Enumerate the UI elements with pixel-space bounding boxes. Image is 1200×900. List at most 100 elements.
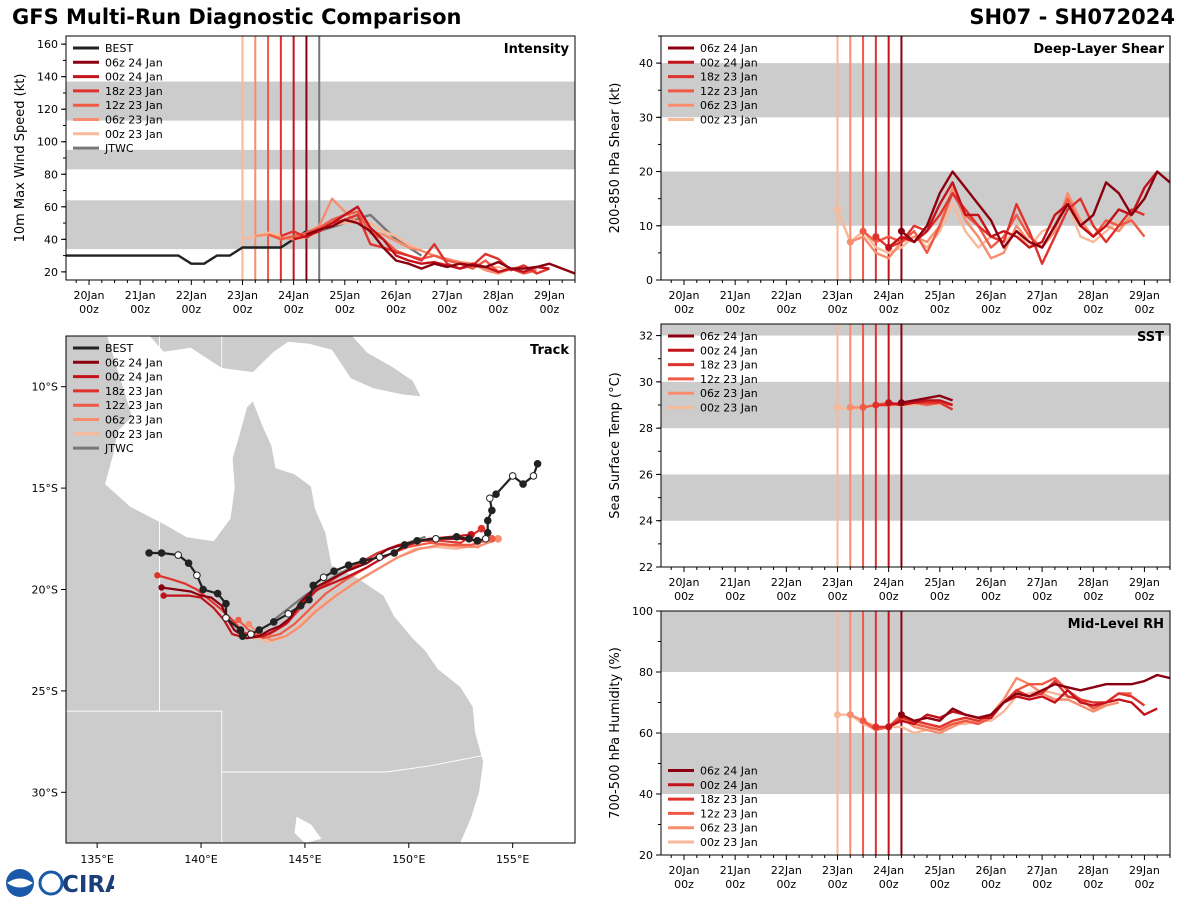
legend-label-06z-24-jan: 06z 24 Jan — [105, 56, 163, 69]
legend-label-06z-23-jan: 06z 23 Jan — [700, 99, 758, 112]
sst-series-00z-23-jan-start-point — [833, 403, 841, 411]
intensity-series-06z-24-jan — [305, 218, 575, 275]
track-best-line — [149, 463, 539, 638]
legend-label-00z-24-jan: 00z 24 Jan — [700, 56, 758, 69]
track-start-12z-23-jan — [488, 535, 496, 543]
track-best-point — [174, 551, 182, 559]
rh-band-1 — [661, 611, 1170, 672]
shear-xtick-hour: 00z — [1032, 303, 1052, 316]
track-best-point — [247, 630, 255, 638]
rh-xtick-hour: 00z — [1135, 878, 1155, 891]
legend-label-06z-24-jan: 06z 24 Jan — [700, 330, 758, 343]
track-best-point — [473, 537, 482, 545]
cira-text: CIRA — [62, 872, 114, 898]
legend-label-best: BEST — [105, 42, 133, 55]
intensity-ylabel: 10m Max Wind Speed (kt) — [13, 74, 28, 243]
intensity-xtick-hour: 00z — [437, 303, 457, 316]
shear-series-00z-23-jan — [836, 202, 1120, 255]
sst-xtick-date: 25Jan — [924, 576, 955, 589]
shear-series-00z-23-jan-start-point — [833, 206, 841, 214]
rh-xtick-hour: 00z — [1083, 878, 1103, 891]
shear-xtick-hour: 00z — [674, 303, 694, 316]
shear-xtick-date: 26Jan — [975, 289, 1006, 302]
shear-ylabel: 200-850 hPa Shear (kt) — [608, 83, 623, 234]
rh-xtick-hour: 00z — [879, 878, 899, 891]
legend-label-18z-23-jan: 18z 23 Jan — [700, 793, 758, 806]
rh-xtick-date: 27Jan — [1027, 864, 1058, 877]
intensity-xtick-hour: 00z — [233, 303, 253, 316]
sst-band-0 — [661, 474, 1170, 521]
track-best-point — [413, 537, 421, 545]
sst-xtick-date: 22Jan — [771, 576, 802, 589]
sst-xtick-hour: 00z — [1032, 590, 1052, 603]
cira-ring-icon — [38, 870, 64, 896]
track-end-06z-24-jan — [158, 584, 165, 591]
track-best-point — [269, 618, 278, 626]
rh-plot-area — [661, 611, 1170, 855]
intensity-xtick-date: 25Jan — [329, 289, 360, 302]
track-best-point — [465, 535, 473, 543]
legend-label-12z-23-jan: 12z 23 Jan — [105, 99, 163, 112]
shear-title: Deep-Layer Shear — [1033, 42, 1164, 57]
sst-series-18z-23-jan-start-point — [872, 401, 880, 409]
rh-xtick-date: 26Jan — [975, 864, 1006, 877]
rh-xtick-hour: 00z — [776, 878, 796, 891]
shear-xtick-date: 28Jan — [1078, 289, 1109, 302]
sst-ytick-label: 24 — [639, 515, 653, 528]
rh-xtick-date: 20Jan — [669, 864, 700, 877]
sst-xtick-hour: 00z — [981, 590, 1001, 603]
shear-xtick-hour: 00z — [828, 303, 848, 316]
shear-ytick-label: 40 — [639, 57, 653, 70]
sst-xtick-date: 28Jan — [1078, 576, 1109, 589]
shear-series-12z-23-jan-start-point — [859, 227, 867, 235]
sst-xtick-date: 27Jan — [1027, 576, 1058, 589]
sst-series-06z-24-jan-start-point — [897, 399, 905, 407]
track-plot-area — [66, 336, 542, 843]
shear-xtick-date: 23Jan — [822, 289, 853, 302]
track-best-point — [199, 585, 207, 594]
track-best-point — [255, 626, 264, 634]
sst-band-2 — [661, 324, 1170, 336]
rh-series-00z-24-jan — [888, 689, 1158, 728]
rh-xtick-date: 28Jan — [1078, 864, 1109, 877]
sst-xtick-hour: 00z — [725, 590, 745, 603]
legend-label-06z-23-jan: 06z 23 Jan — [700, 822, 758, 835]
sst-series-00z-24-jan-start-point — [885, 399, 893, 407]
sst-ytick-label: 22 — [639, 561, 653, 574]
intensity-ytick-label: 140 — [37, 71, 58, 84]
track-best-point — [213, 589, 222, 598]
track-best-point — [492, 490, 500, 498]
storm-id-title: SH07 - SH072024 — [969, 5, 1175, 29]
intensity-series-00z-24-jan — [293, 205, 550, 274]
rh-xtick-date: 23Jan — [822, 864, 853, 877]
sst-xtick-hour: 00z — [1083, 590, 1103, 603]
sst-xtick-date: 24Jan — [873, 576, 904, 589]
intensity-xtick-date: 20Jan — [74, 289, 105, 302]
sst-xtick-hour: 00z — [930, 590, 950, 603]
track-title: Track — [530, 343, 569, 358]
track-start-18z-23-jan — [477, 524, 486, 533]
rh-ytick-label: 80 — [639, 666, 653, 679]
intensity-xtick-hour: 00z — [130, 303, 150, 316]
intensity-ytick-label: 60 — [44, 201, 58, 214]
shear-xtick-hour: 00z — [879, 303, 899, 316]
shear-frame — [660, 35, 1171, 281]
track-end-12z-23-jan — [235, 616, 242, 624]
shear-xtick-date: 21Jan — [720, 289, 751, 302]
intensity-xtick-hour: 00z — [181, 303, 201, 316]
rh-xtick-hour: 00z — [930, 878, 950, 891]
legend-label-18z-23-jan: 18z 23 Jan — [105, 85, 163, 98]
shear-xtick-date: 24Jan — [873, 289, 904, 302]
rh-series-18z-23-jan — [875, 679, 1146, 729]
sst-series-06z-24-jan — [901, 394, 954, 404]
rh-xtick-date: 21Jan — [720, 864, 751, 877]
track-best-point — [375, 553, 384, 561]
rh-xtick-hour: 00z — [1032, 878, 1052, 891]
legend-label-18z-23-jan: 18z 23 Jan — [700, 71, 758, 84]
rh-xtick-date: 25Jan — [924, 864, 955, 877]
intensity-xtick-date: 29Jan — [534, 289, 565, 302]
shear-plot-area — [661, 36, 1170, 280]
shear-series-06z-23-jan — [849, 186, 1133, 260]
